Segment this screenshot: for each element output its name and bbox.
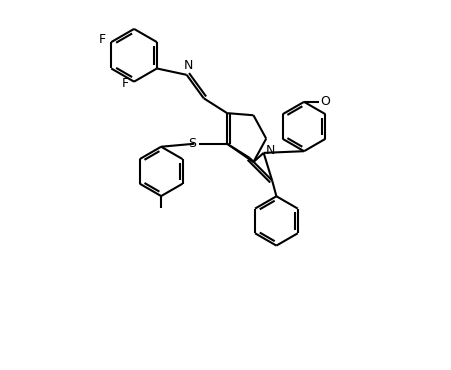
Text: F: F: [99, 33, 106, 47]
Text: O: O: [320, 95, 330, 108]
Text: F: F: [121, 77, 129, 90]
Text: N: N: [184, 59, 193, 72]
Text: N: N: [266, 144, 275, 157]
Text: S: S: [188, 137, 196, 150]
